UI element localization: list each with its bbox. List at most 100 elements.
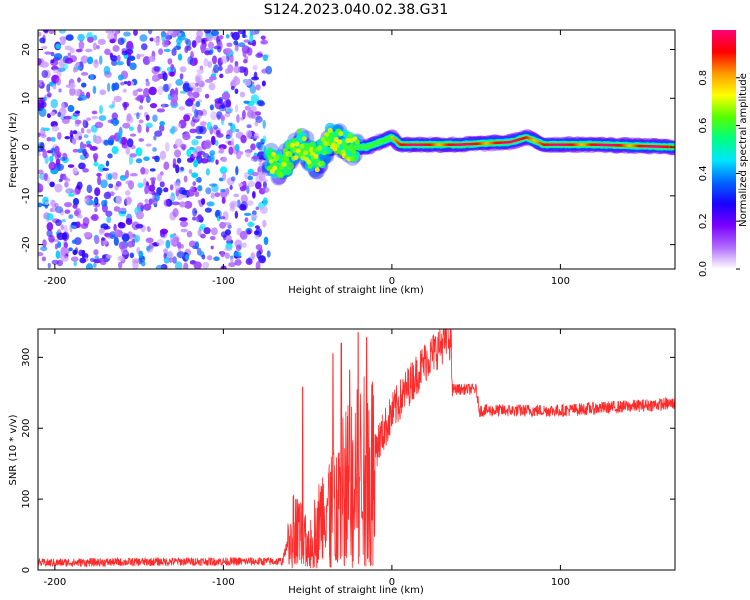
noise-speckle <box>61 218 66 223</box>
noise-speckle <box>48 30 55 35</box>
noise-speckle <box>233 65 241 74</box>
noise-speckle <box>100 179 108 189</box>
noise-speckle <box>113 236 119 247</box>
y-tick-label: -10 <box>21 188 32 204</box>
noise-speckle <box>184 253 190 261</box>
colorbar-tick-label: 0.6 <box>698 118 709 134</box>
noise-speckle <box>234 88 239 95</box>
noise-speckle <box>255 244 263 251</box>
signal-point <box>278 172 284 178</box>
noise-speckle <box>102 254 106 259</box>
noise-speckle <box>221 91 231 101</box>
noise-speckle <box>243 39 251 43</box>
noise-speckle <box>200 121 207 127</box>
noise-speckle <box>203 58 209 67</box>
signal-point <box>284 156 290 162</box>
noise-speckle <box>152 147 157 152</box>
noise-speckle <box>125 169 130 179</box>
signal-point <box>281 162 287 168</box>
noise-speckle <box>180 228 188 233</box>
noise-speckle <box>129 62 137 71</box>
noise-speckle <box>66 189 71 195</box>
noise-speckle <box>232 76 241 86</box>
noise-speckle <box>148 184 156 192</box>
noise-speckle <box>67 104 75 113</box>
noise-speckle <box>192 207 198 217</box>
noise-speckle <box>106 254 113 259</box>
noise-speckle <box>110 118 115 125</box>
noise-speckle <box>50 51 55 57</box>
noise-speckle <box>242 50 247 58</box>
noise-speckle <box>119 175 127 181</box>
noise-speckle <box>77 148 84 154</box>
noise-speckle <box>218 65 223 72</box>
noise-speckle <box>121 233 130 242</box>
noise-speckle <box>194 241 200 250</box>
noise-speckle <box>41 45 48 50</box>
noise-speckle <box>177 32 182 37</box>
signal-point <box>347 133 353 139</box>
noise-speckle <box>206 35 213 42</box>
noise-speckle <box>41 101 47 108</box>
noise-speckle <box>138 138 145 142</box>
noise-speckle <box>246 200 254 206</box>
noise-speckle <box>41 256 47 262</box>
noise-speckle <box>63 241 69 249</box>
signal-point <box>343 144 349 150</box>
noise-speckle <box>157 85 164 96</box>
noise-speckle <box>116 61 124 66</box>
signal-point <box>307 163 313 169</box>
noise-speckle <box>92 34 98 41</box>
noise-speckle <box>239 91 246 98</box>
noise-speckle <box>171 48 177 56</box>
noise-speckle <box>252 64 258 71</box>
noise-speckle <box>49 155 54 163</box>
y-tick-label: 300 <box>21 348 32 367</box>
noise-speckle <box>132 89 138 97</box>
noise-speckle <box>174 138 183 148</box>
noise-speckle <box>234 46 239 52</box>
noise-speckle <box>228 122 233 126</box>
noise-speckle <box>154 130 163 137</box>
noise-speckle <box>142 56 151 66</box>
noise-speckle <box>246 229 252 235</box>
noise-speckle <box>225 135 232 140</box>
noise-speckle <box>78 94 88 101</box>
noise-speckle <box>235 244 242 252</box>
noise-speckle <box>76 214 83 219</box>
noise-speckle <box>214 139 219 146</box>
noise-speckle <box>242 30 246 39</box>
noise-speckle <box>174 181 181 191</box>
noise-speckle <box>72 130 78 135</box>
noise-speckle <box>138 105 144 110</box>
noise-speckle <box>80 71 89 76</box>
noise-speckle <box>255 115 263 123</box>
noise-speckle <box>145 143 152 147</box>
noise-speckle <box>169 236 178 246</box>
noise-speckle <box>145 80 150 87</box>
y-tick-label: -20 <box>21 236 32 252</box>
noise-speckle <box>49 181 55 188</box>
noise-speckle <box>86 128 92 134</box>
noise-speckle <box>48 161 57 171</box>
signal-point <box>322 140 329 146</box>
noise-speckle <box>86 117 92 121</box>
noise-speckle <box>203 227 211 235</box>
noise-speckle <box>149 103 158 109</box>
noise-speckle <box>179 217 188 222</box>
noise-speckle <box>220 55 228 64</box>
noise-speckle <box>97 163 105 173</box>
noise-speckle <box>204 207 212 213</box>
noise-speckle <box>153 135 157 141</box>
noise-speckle <box>159 150 167 160</box>
noise-speckle <box>46 136 52 142</box>
noise-speckle <box>96 172 102 177</box>
noise-speckle <box>196 68 205 75</box>
noise-speckle <box>191 40 197 48</box>
noise-speckle <box>109 135 116 140</box>
noise-speckle <box>67 164 75 168</box>
noise-speckle <box>80 55 89 64</box>
noise-speckle <box>113 32 118 42</box>
noise-speckle <box>117 261 123 269</box>
colorbar-label: Normalized spectral amplitude <box>738 73 749 227</box>
